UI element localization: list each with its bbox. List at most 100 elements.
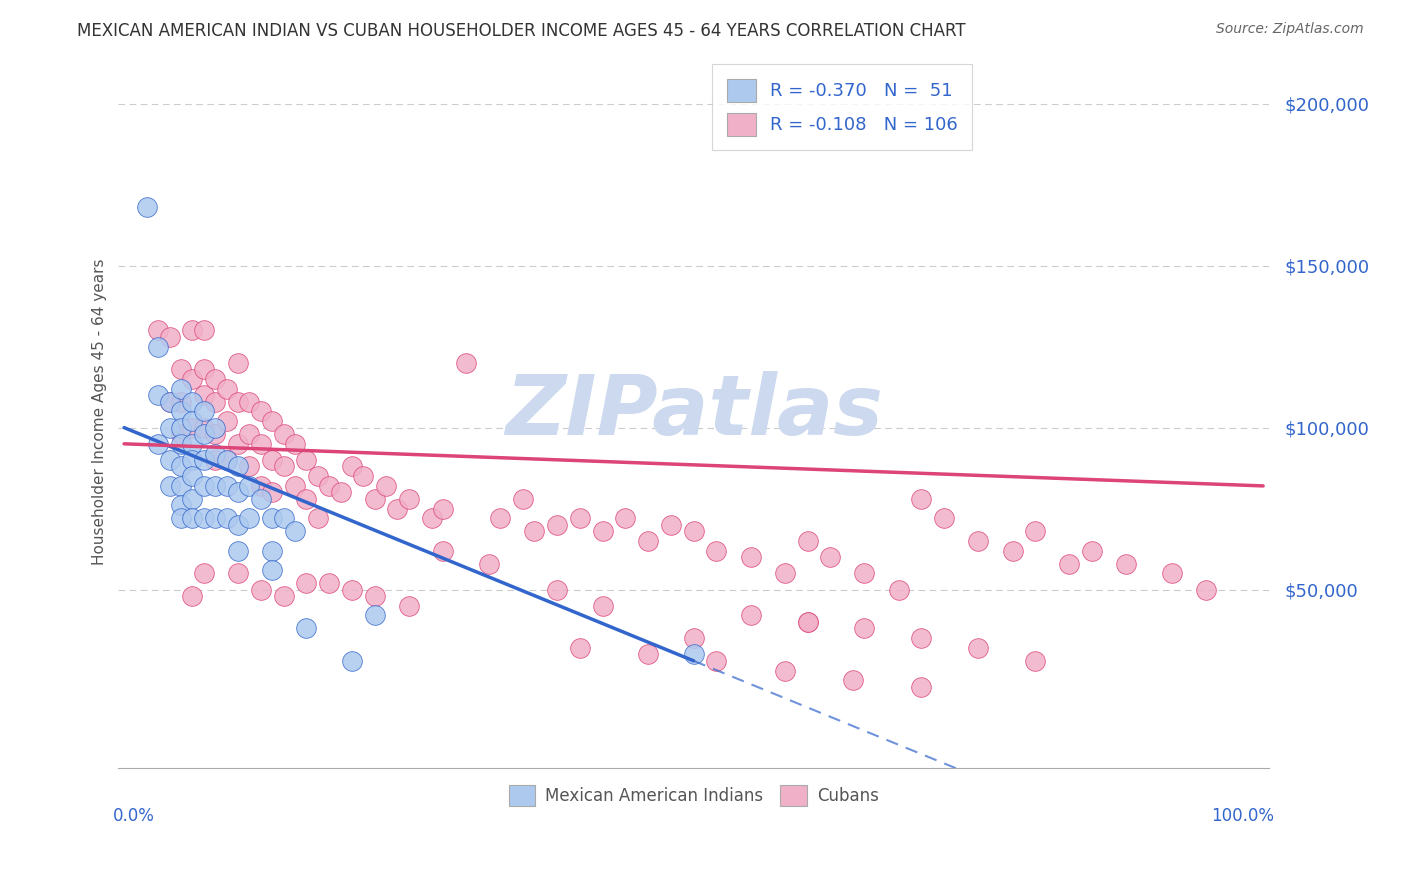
Point	[329, 485, 352, 500]
Point	[740, 550, 762, 565]
Point	[181, 394, 204, 409]
Point	[262, 563, 284, 577]
Point	[478, 557, 501, 571]
Point	[1001, 543, 1024, 558]
Point	[262, 543, 284, 558]
Point	[238, 459, 260, 474]
Point	[215, 414, 238, 428]
Point	[432, 501, 454, 516]
Point	[159, 394, 181, 409]
Point	[1195, 582, 1218, 597]
Point	[250, 582, 273, 597]
Point	[682, 648, 704, 662]
Point	[170, 420, 193, 434]
Point	[1115, 557, 1137, 571]
Point	[523, 524, 546, 539]
Point	[568, 640, 591, 655]
Point	[193, 404, 215, 418]
Point	[340, 654, 363, 668]
Point	[181, 453, 204, 467]
Point	[170, 459, 193, 474]
Point	[204, 446, 226, 460]
Point	[740, 608, 762, 623]
Point	[193, 566, 215, 581]
Point	[193, 388, 215, 402]
Point	[250, 437, 273, 451]
Point	[307, 469, 329, 483]
Point	[284, 437, 307, 451]
Point	[706, 654, 728, 668]
Point	[204, 479, 226, 493]
Point	[773, 664, 796, 678]
Point	[159, 330, 181, 344]
Point	[170, 382, 193, 396]
Point	[226, 437, 249, 451]
Text: MEXICAN AMERICAN INDIAN VS CUBAN HOUSEHOLDER INCOME AGES 45 - 64 YEARS CORRELATI: MEXICAN AMERICAN INDIAN VS CUBAN HOUSEHO…	[77, 22, 966, 40]
Point	[193, 427, 215, 442]
Point	[170, 404, 193, 418]
Point	[250, 479, 273, 493]
Point	[318, 576, 340, 591]
Point	[1024, 654, 1046, 668]
Point	[250, 404, 273, 418]
Point	[170, 427, 193, 442]
Text: ZIPatlas: ZIPatlas	[505, 371, 883, 452]
Point	[181, 323, 204, 337]
Point	[910, 631, 932, 645]
Point	[614, 511, 637, 525]
Point	[420, 511, 443, 525]
Point	[546, 582, 568, 597]
Point	[181, 414, 204, 428]
Point	[204, 511, 226, 525]
Point	[204, 420, 226, 434]
Point	[1024, 524, 1046, 539]
Legend: Mexican American Indians, Cubans: Mexican American Indians, Cubans	[502, 778, 886, 813]
Point	[148, 388, 170, 402]
Point	[592, 599, 614, 613]
Point	[375, 479, 398, 493]
Point	[181, 511, 204, 525]
Point	[284, 524, 307, 539]
Point	[250, 491, 273, 506]
Point	[295, 622, 318, 636]
Point	[853, 622, 876, 636]
Point	[193, 362, 215, 376]
Point	[1081, 543, 1104, 558]
Point	[204, 427, 226, 442]
Point	[159, 420, 181, 434]
Point	[432, 543, 454, 558]
Point	[181, 372, 204, 386]
Point	[170, 394, 193, 409]
Point	[682, 631, 704, 645]
Point	[262, 485, 284, 500]
Point	[295, 491, 318, 506]
Point	[295, 576, 318, 591]
Point	[170, 511, 193, 525]
Point	[238, 511, 260, 525]
Point	[842, 673, 865, 688]
Point	[238, 427, 260, 442]
Point	[853, 566, 876, 581]
Point	[262, 511, 284, 525]
Point	[796, 533, 818, 548]
Point	[318, 479, 340, 493]
Point	[1161, 566, 1184, 581]
Point	[159, 453, 181, 467]
Point	[910, 680, 932, 694]
Point	[135, 200, 157, 214]
Point	[262, 414, 284, 428]
Point	[546, 517, 568, 532]
Point	[226, 485, 249, 500]
Point	[226, 517, 249, 532]
Point	[170, 362, 193, 376]
Text: 0.0%: 0.0%	[112, 807, 155, 825]
Point	[682, 524, 704, 539]
Point	[215, 453, 238, 467]
Point	[512, 491, 534, 506]
Point	[159, 394, 181, 409]
Point	[238, 479, 260, 493]
Point	[204, 394, 226, 409]
Point	[910, 491, 932, 506]
Point	[170, 479, 193, 493]
Point	[592, 524, 614, 539]
